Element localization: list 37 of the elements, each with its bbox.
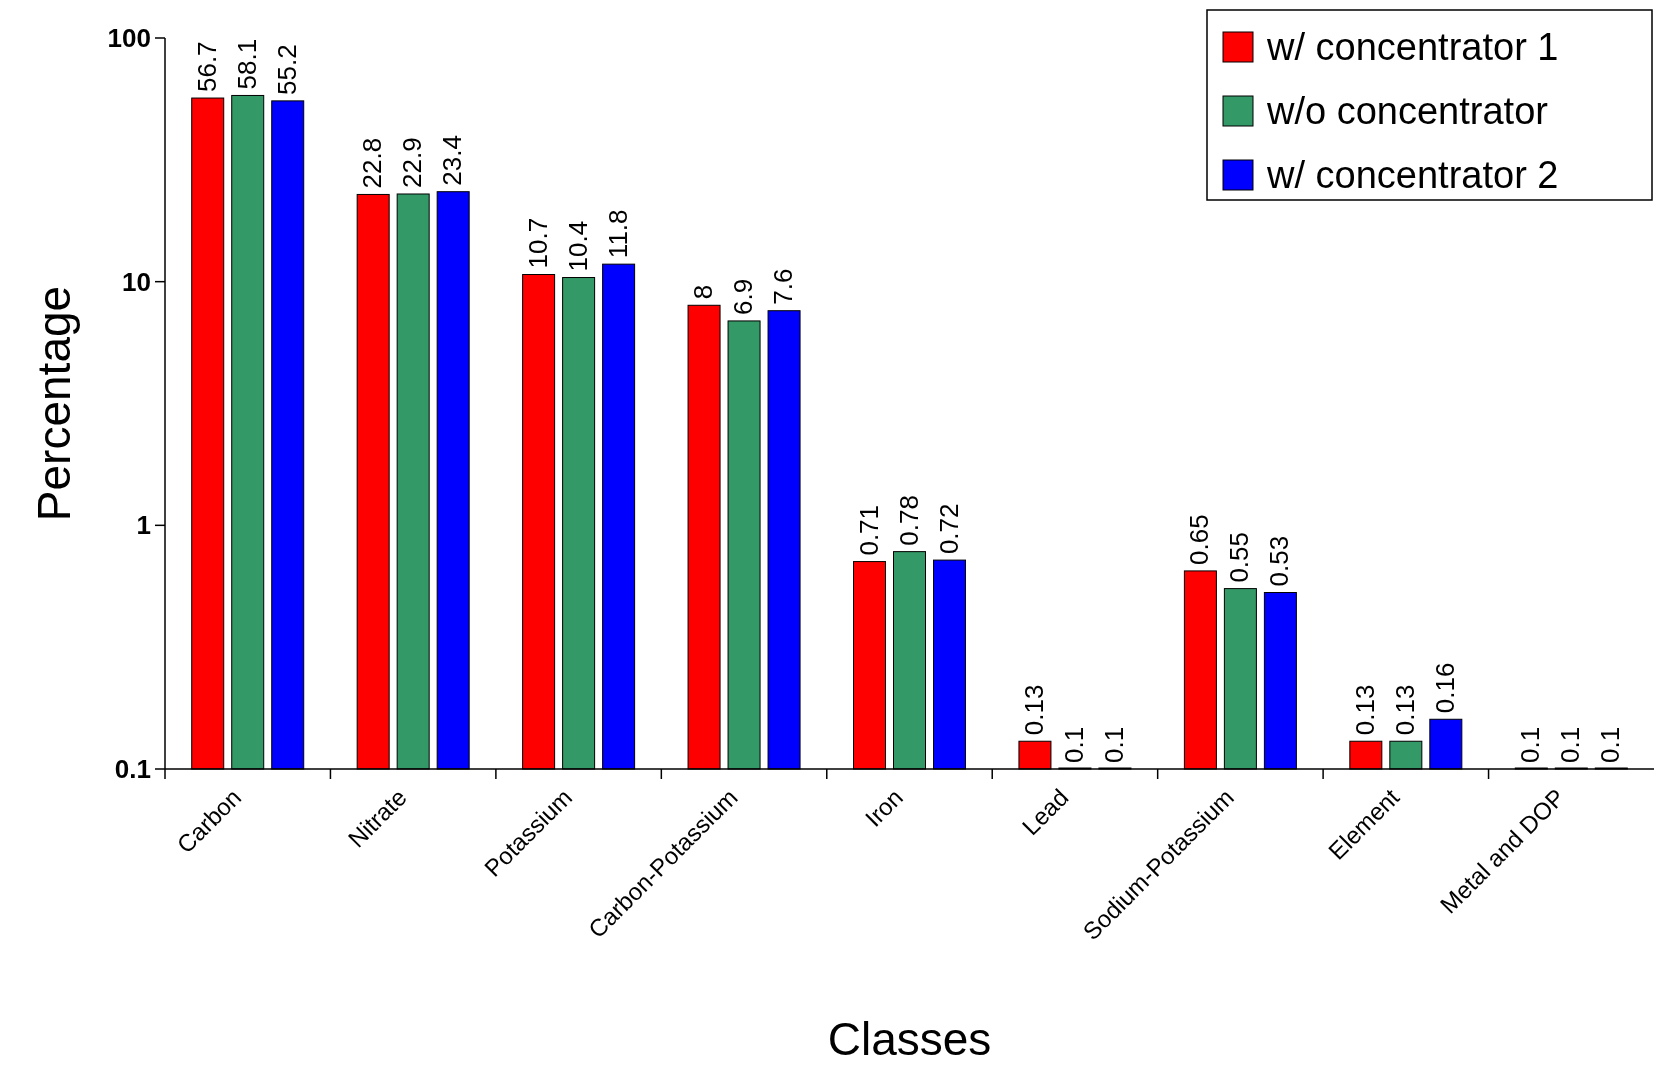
data-label: 55.2	[271, 44, 302, 95]
data-label: 0.1	[1058, 726, 1089, 763]
data-label: 23.4	[437, 135, 468, 186]
data-label: 6.9	[728, 278, 759, 315]
data-label: 0.13	[1349, 684, 1380, 736]
y-tick-label: 1	[136, 510, 151, 541]
y-tick-label: 100	[107, 23, 151, 54]
data-label: 0.71	[853, 504, 884, 556]
data-label: 8	[688, 284, 719, 300]
data-label: 10.7	[522, 217, 553, 269]
data-label: 0.1	[1098, 726, 1129, 763]
x-tick-label: Iron	[859, 783, 909, 832]
data-label: 7.6	[768, 268, 799, 305]
legend-label: w/o concentrator	[1266, 90, 1549, 133]
y-tick-label: 10	[122, 266, 151, 297]
data-label: 0.16	[1429, 662, 1460, 714]
data-label: 0.13	[1018, 684, 1049, 736]
x-axis-title: Classes	[827, 1013, 992, 1065]
y-tick-label: 0.1	[114, 754, 151, 785]
legend-label: w/ concentrator 1	[1266, 26, 1559, 69]
data-label: 11.8	[602, 209, 633, 259]
data-label: 22.8	[357, 137, 388, 189]
data-label: 0.55	[1224, 531, 1255, 583]
data-label: 56.7	[191, 41, 222, 93]
data-label: 22.9	[397, 137, 428, 188]
data-label: 10.4	[562, 220, 593, 272]
data-label: 0.1	[1595, 726, 1626, 763]
legend-label: w/ concentrator 2	[1266, 154, 1559, 197]
data-label: 0.1	[1555, 726, 1586, 763]
data-label: 0.13	[1389, 684, 1420, 736]
data-label: 58.1	[231, 38, 262, 90]
data-label: 0.72	[933, 503, 964, 555]
y-axis-title: Percentage	[28, 285, 80, 522]
data-label: 0.53	[1264, 535, 1295, 587]
data-label: 0.65	[1184, 514, 1215, 565]
data-label: 0.1	[1515, 726, 1546, 763]
data-label: 0.78	[893, 495, 924, 546]
